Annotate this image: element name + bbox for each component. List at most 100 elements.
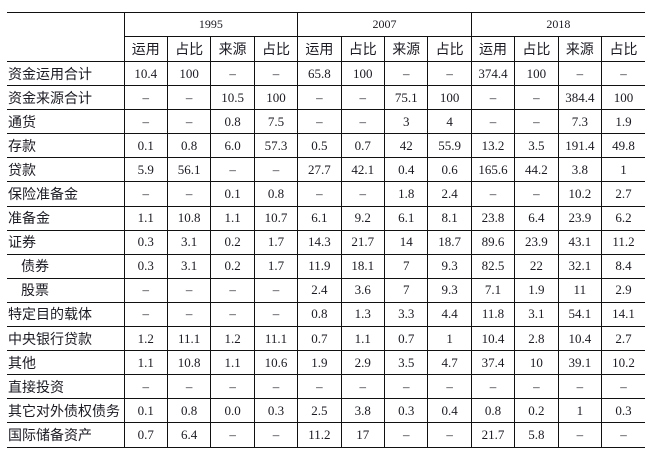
table-cell: 11.1 (166, 326, 212, 352)
table-row: 直接投资 – – – – – – – – – – – – (7, 374, 645, 400)
table-cell: 0.8 (297, 301, 342, 328)
table-cell: 3.3 (383, 301, 429, 328)
table-row: 准备金 1.1 10.8 1.1 10.7 6.1 9.2 6.1 8.1 23.8 6.4 23.9… (7, 205, 645, 231)
table-row: 通货 – –0.8 7.5– –3 4– –7.3 1.9 (7, 109, 645, 135)
row-label: 特定目的载体 (7, 301, 125, 328)
table-cell: 0.3 (253, 398, 299, 424)
table-cell: 18.7 (427, 229, 472, 255)
table-cell: – (427, 374, 472, 400)
table-cell: 4.7 (427, 350, 472, 376)
table-cell: 10.6 (253, 350, 299, 376)
table-cell: 0.2 (514, 398, 559, 424)
table-body: 资金运用合计 10.4 100– –65.8 100– –374.4 100– – 资金来源合计… (7, 60, 645, 448)
table-cell: 10.8 (166, 205, 212, 231)
table-cell: 37.4 (470, 350, 516, 376)
table-cell: 23.9 (514, 229, 559, 255)
table-cell: – (383, 374, 429, 400)
table-cell: – (253, 422, 299, 448)
table-cell: 3.8 (557, 157, 603, 183)
table-cell: – (514, 109, 559, 135)
table-cell: 0.3 (383, 398, 429, 424)
table-cell: 1.2 (123, 326, 168, 352)
table-cell: 6.4 (166, 422, 212, 448)
table-cell: – (340, 85, 385, 111)
table-cell: 42 (383, 133, 429, 159)
table-row: 中央银行贷款 1.2 11.1 1.2 11.1 0.7 1.1 0.7 1 10.4 2.8 10.… (7, 326, 645, 352)
table-cell: – (123, 374, 168, 400)
table-cell: – (297, 109, 342, 135)
table-cell: – (210, 157, 255, 183)
table-cell: 100 (340, 60, 385, 87)
table-cell: 4 (427, 109, 472, 135)
table-cell: – (514, 85, 559, 111)
table-cell: – (557, 422, 603, 448)
column-header: 占比 (427, 36, 472, 62)
row-label: 资金来源合计 (7, 85, 125, 111)
table-cell: – (470, 85, 516, 111)
row-label: 存款 (7, 133, 125, 159)
table-cell: 0.5 (297, 133, 342, 159)
table-cell: 11.9 (297, 253, 342, 279)
table-cell: – (470, 109, 516, 135)
table-cell: 9.3 (427, 277, 472, 303)
table-cell: – (210, 422, 255, 448)
table-cell: 1.9 (601, 109, 645, 135)
table-cell: – (470, 181, 516, 207)
table-cell: – (210, 374, 255, 400)
table-cell: 23.9 (557, 205, 603, 231)
table-cell: – (340, 181, 385, 207)
table-cell: 1.7 (253, 229, 299, 255)
table-cell: 14 (383, 229, 429, 255)
table-cell: 14.1 (601, 301, 645, 328)
table-cell: 1 (557, 398, 603, 424)
table-cell: 3.5 (383, 350, 429, 376)
table-cell: – (340, 374, 385, 400)
table-cell: – (514, 181, 559, 207)
table-cell: 1.1 (210, 350, 255, 376)
table-cell: 0.3 (601, 398, 645, 424)
table-cell: 5.9 (123, 157, 168, 183)
table-cell: 100 (166, 60, 212, 87)
table-cell: 1 (427, 326, 472, 352)
table-row: 贷款 5.9 56.1– –27.7 42.1 0.4 0.6 165.6 44.2 3.8 1 (7, 157, 645, 183)
column-header: 来源 (557, 36, 603, 62)
row-label: 国际储备资产 (7, 422, 125, 448)
table-cell: 165.6 (470, 157, 516, 183)
table-cell: 1.9 (297, 350, 342, 376)
table-cell: 89.6 (470, 229, 516, 255)
table-cell: 65.8 (297, 60, 342, 87)
table-cell: 0.7 (340, 133, 385, 159)
table-cell: 1 (601, 157, 645, 183)
table-cell: 0.3 (123, 229, 168, 255)
table-cell: 10.4 (123, 60, 168, 87)
column-header: 占比 (514, 36, 559, 62)
table-cell: 23.8 (470, 205, 516, 231)
table-cell: 1.2 (210, 326, 255, 352)
table-cell: 3.6 (340, 277, 385, 303)
table-cell: – (470, 374, 516, 400)
column-header: 占比 (166, 36, 212, 62)
row-label: 保险准备金 (7, 181, 125, 207)
table-cell: – (123, 85, 168, 111)
table-cell: 0.2 (210, 253, 255, 279)
table-cell: 44.2 (514, 157, 559, 183)
table-cell: 39.1 (557, 350, 603, 376)
table-cell: – (297, 85, 342, 111)
table-cell: 100 (514, 60, 559, 87)
table-cell: – (253, 60, 299, 87)
table-row: 其它对外债权债务 0.1 0.8 0.0 0.3 2.5 3.8 0.3 0.4 0.8 0.2 1 0… (7, 398, 645, 424)
table-cell: – (253, 157, 299, 183)
table-cell: 0.4 (427, 398, 472, 424)
table-cell: – (210, 301, 255, 328)
table-cell: 1.9 (514, 277, 559, 303)
column-header: 来源 (210, 36, 255, 62)
table-row: 资金运用合计 10.4 100– –65.8 100– –374.4 100– – (7, 60, 645, 87)
table-cell: 11.2 (297, 422, 342, 448)
table-cell: – (427, 60, 472, 87)
table-cell: 2.9 (601, 277, 645, 303)
table-cell: 10.8 (166, 350, 212, 376)
table-cell: – (123, 109, 168, 135)
table-cell: 2.4 (427, 181, 472, 207)
table-cell: 11.8 (470, 301, 516, 328)
table-cell: 2.7 (601, 181, 645, 207)
